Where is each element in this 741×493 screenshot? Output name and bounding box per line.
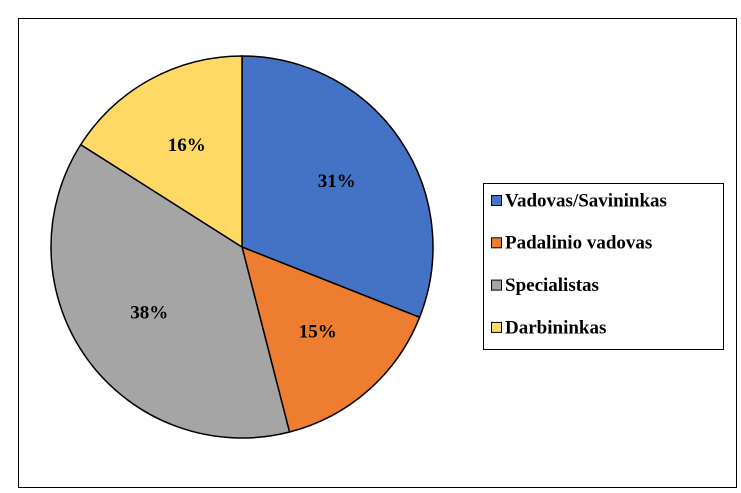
- pie-slice: [50, 143, 291, 439]
- legend-label: Specialistas: [505, 275, 599, 296]
- pie-slice: [79, 55, 243, 249]
- legend-swatch: [491, 279, 502, 291]
- legend-label: Vadovas/Savininkas: [505, 190, 667, 211]
- legend-swatch: [491, 195, 502, 206]
- pie-slice: [240, 245, 421, 433]
- data-label: 31%: [318, 171, 356, 192]
- legend-label: Darbininkas: [505, 317, 606, 338]
- pie-slice: [241, 55, 434, 319]
- legend-box: [483, 183, 724, 350]
- legend-swatch: [491, 237, 502, 249]
- legend-swatch: [491, 321, 502, 333]
- data-label: 38%: [130, 303, 168, 324]
- legend-label: Padalinio vadovas: [505, 233, 652, 254]
- data-label: 16%: [168, 135, 206, 156]
- data-label: 15%: [299, 321, 337, 342]
